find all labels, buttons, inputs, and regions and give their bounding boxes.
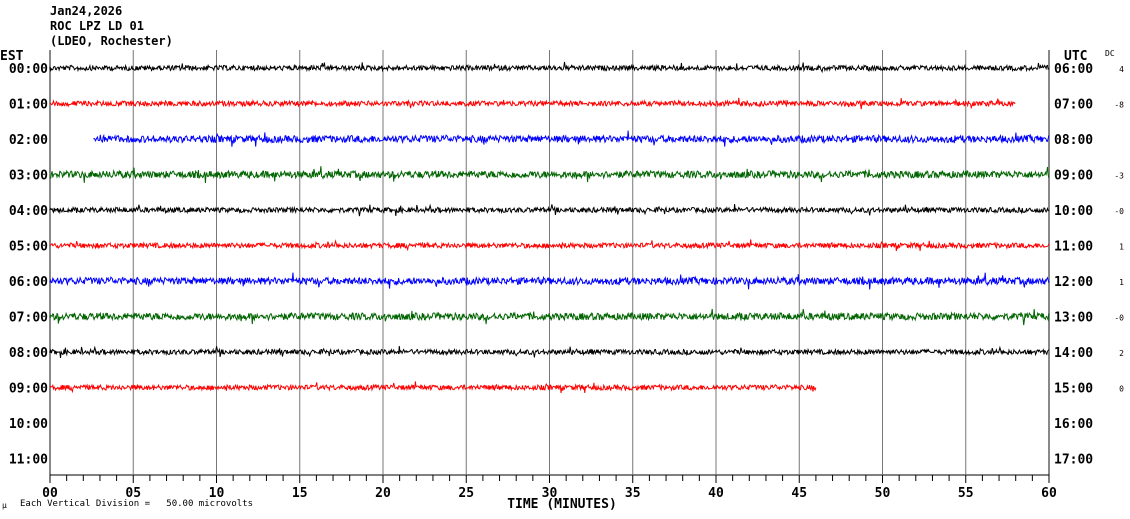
trace-0200 — [93, 130, 1050, 147]
x-tick-label: 45 — [791, 486, 807, 501]
utc-time-label: 13:00 — [1054, 311, 1093, 326]
dc-offset-label: -0 — [1114, 207, 1124, 216]
trace-0500 — [49, 239, 1050, 252]
est-time-label: 04:00 — [9, 204, 48, 219]
est-axis-title: EST — [0, 49, 24, 64]
est-time-label: 06:00 — [9, 275, 48, 290]
x-tick-label: 10 — [209, 486, 225, 501]
trace-0400 — [49, 203, 1050, 217]
mu-symbol: µ — [2, 501, 7, 510]
utc-axis-title: UTC — [1064, 49, 1087, 64]
utc-time-label: 15:00 — [1054, 382, 1093, 397]
date-label: Jan24,2026 — [50, 4, 123, 18]
x-tick-label: 50 — [875, 486, 891, 501]
location-label: (LDEO, Rochester) — [50, 34, 173, 48]
est-time-label: 02:00 — [9, 133, 48, 148]
est-time-label: 08:00 — [9, 346, 48, 361]
dc-offset-label: 1 — [1119, 243, 1124, 252]
x-axis-title: TIME (MINUTES) — [507, 497, 617, 512]
utc-time-label: 07:00 — [1054, 98, 1093, 113]
trace-0600 — [49, 272, 1050, 290]
x-tick-label: 25 — [458, 486, 474, 501]
dc-offset-label: 4 — [1119, 65, 1124, 74]
x-tick-label: 00 — [42, 486, 58, 501]
trace-0800 — [49, 345, 1050, 358]
est-time-label: 03:00 — [9, 169, 48, 184]
dc-title: DC — [1105, 49, 1115, 58]
est-time-label: 11:00 — [9, 453, 48, 468]
est-time-label: 05:00 — [9, 240, 48, 255]
trace-0700 — [49, 308, 1050, 326]
x-tick-label: 15 — [292, 486, 308, 501]
utc-time-label: 06:00 — [1054, 62, 1093, 77]
utc-time-label: 16:00 — [1054, 417, 1093, 432]
trace-0000 — [49, 61, 1050, 74]
utc-time-label: 12:00 — [1054, 275, 1093, 290]
est-time-label: 10:00 — [9, 417, 48, 432]
x-tick-label: 40 — [708, 486, 724, 501]
est-time-label: 09:00 — [9, 382, 48, 397]
x-tick-label: 60 — [1041, 486, 1057, 501]
utc-time-label: 09:00 — [1054, 169, 1093, 184]
utc-time-label: 14:00 — [1054, 346, 1093, 361]
utc-time-label: 10:00 — [1054, 204, 1093, 219]
trace-0300 — [49, 166, 1050, 184]
dc-offset-label: 2 — [1119, 349, 1124, 358]
dc-offset-label: 0 — [1119, 385, 1124, 394]
dc-offset-label: -8 — [1114, 101, 1124, 110]
dc-offset-label: -0 — [1114, 314, 1124, 323]
utc-time-label: 08:00 — [1054, 133, 1093, 148]
dc-offset-label: 1 — [1119, 278, 1124, 287]
utc-time-label: 17:00 — [1054, 453, 1093, 468]
trace-0100 — [49, 97, 1016, 110]
est-time-label: 00:00 — [9, 62, 48, 77]
x-tick-label: 55 — [958, 486, 974, 501]
x-tick-label: 30 — [542, 486, 558, 501]
dc-offset-label: -3 — [1114, 172, 1124, 181]
utc-time-label: 11:00 — [1054, 240, 1093, 255]
x-tick-label: 05 — [125, 486, 141, 501]
x-tick-label: 35 — [625, 486, 641, 501]
est-time-label: 01:00 — [9, 98, 48, 113]
station-label: ROC LPZ LD 01 — [50, 19, 144, 33]
x-tick-label: 20 — [375, 486, 391, 501]
scale-note: Each Vertical Division = 50.00 microvolt… — [20, 499, 253, 509]
est-time-label: 07:00 — [9, 311, 48, 326]
trace-0900 — [49, 381, 817, 394]
